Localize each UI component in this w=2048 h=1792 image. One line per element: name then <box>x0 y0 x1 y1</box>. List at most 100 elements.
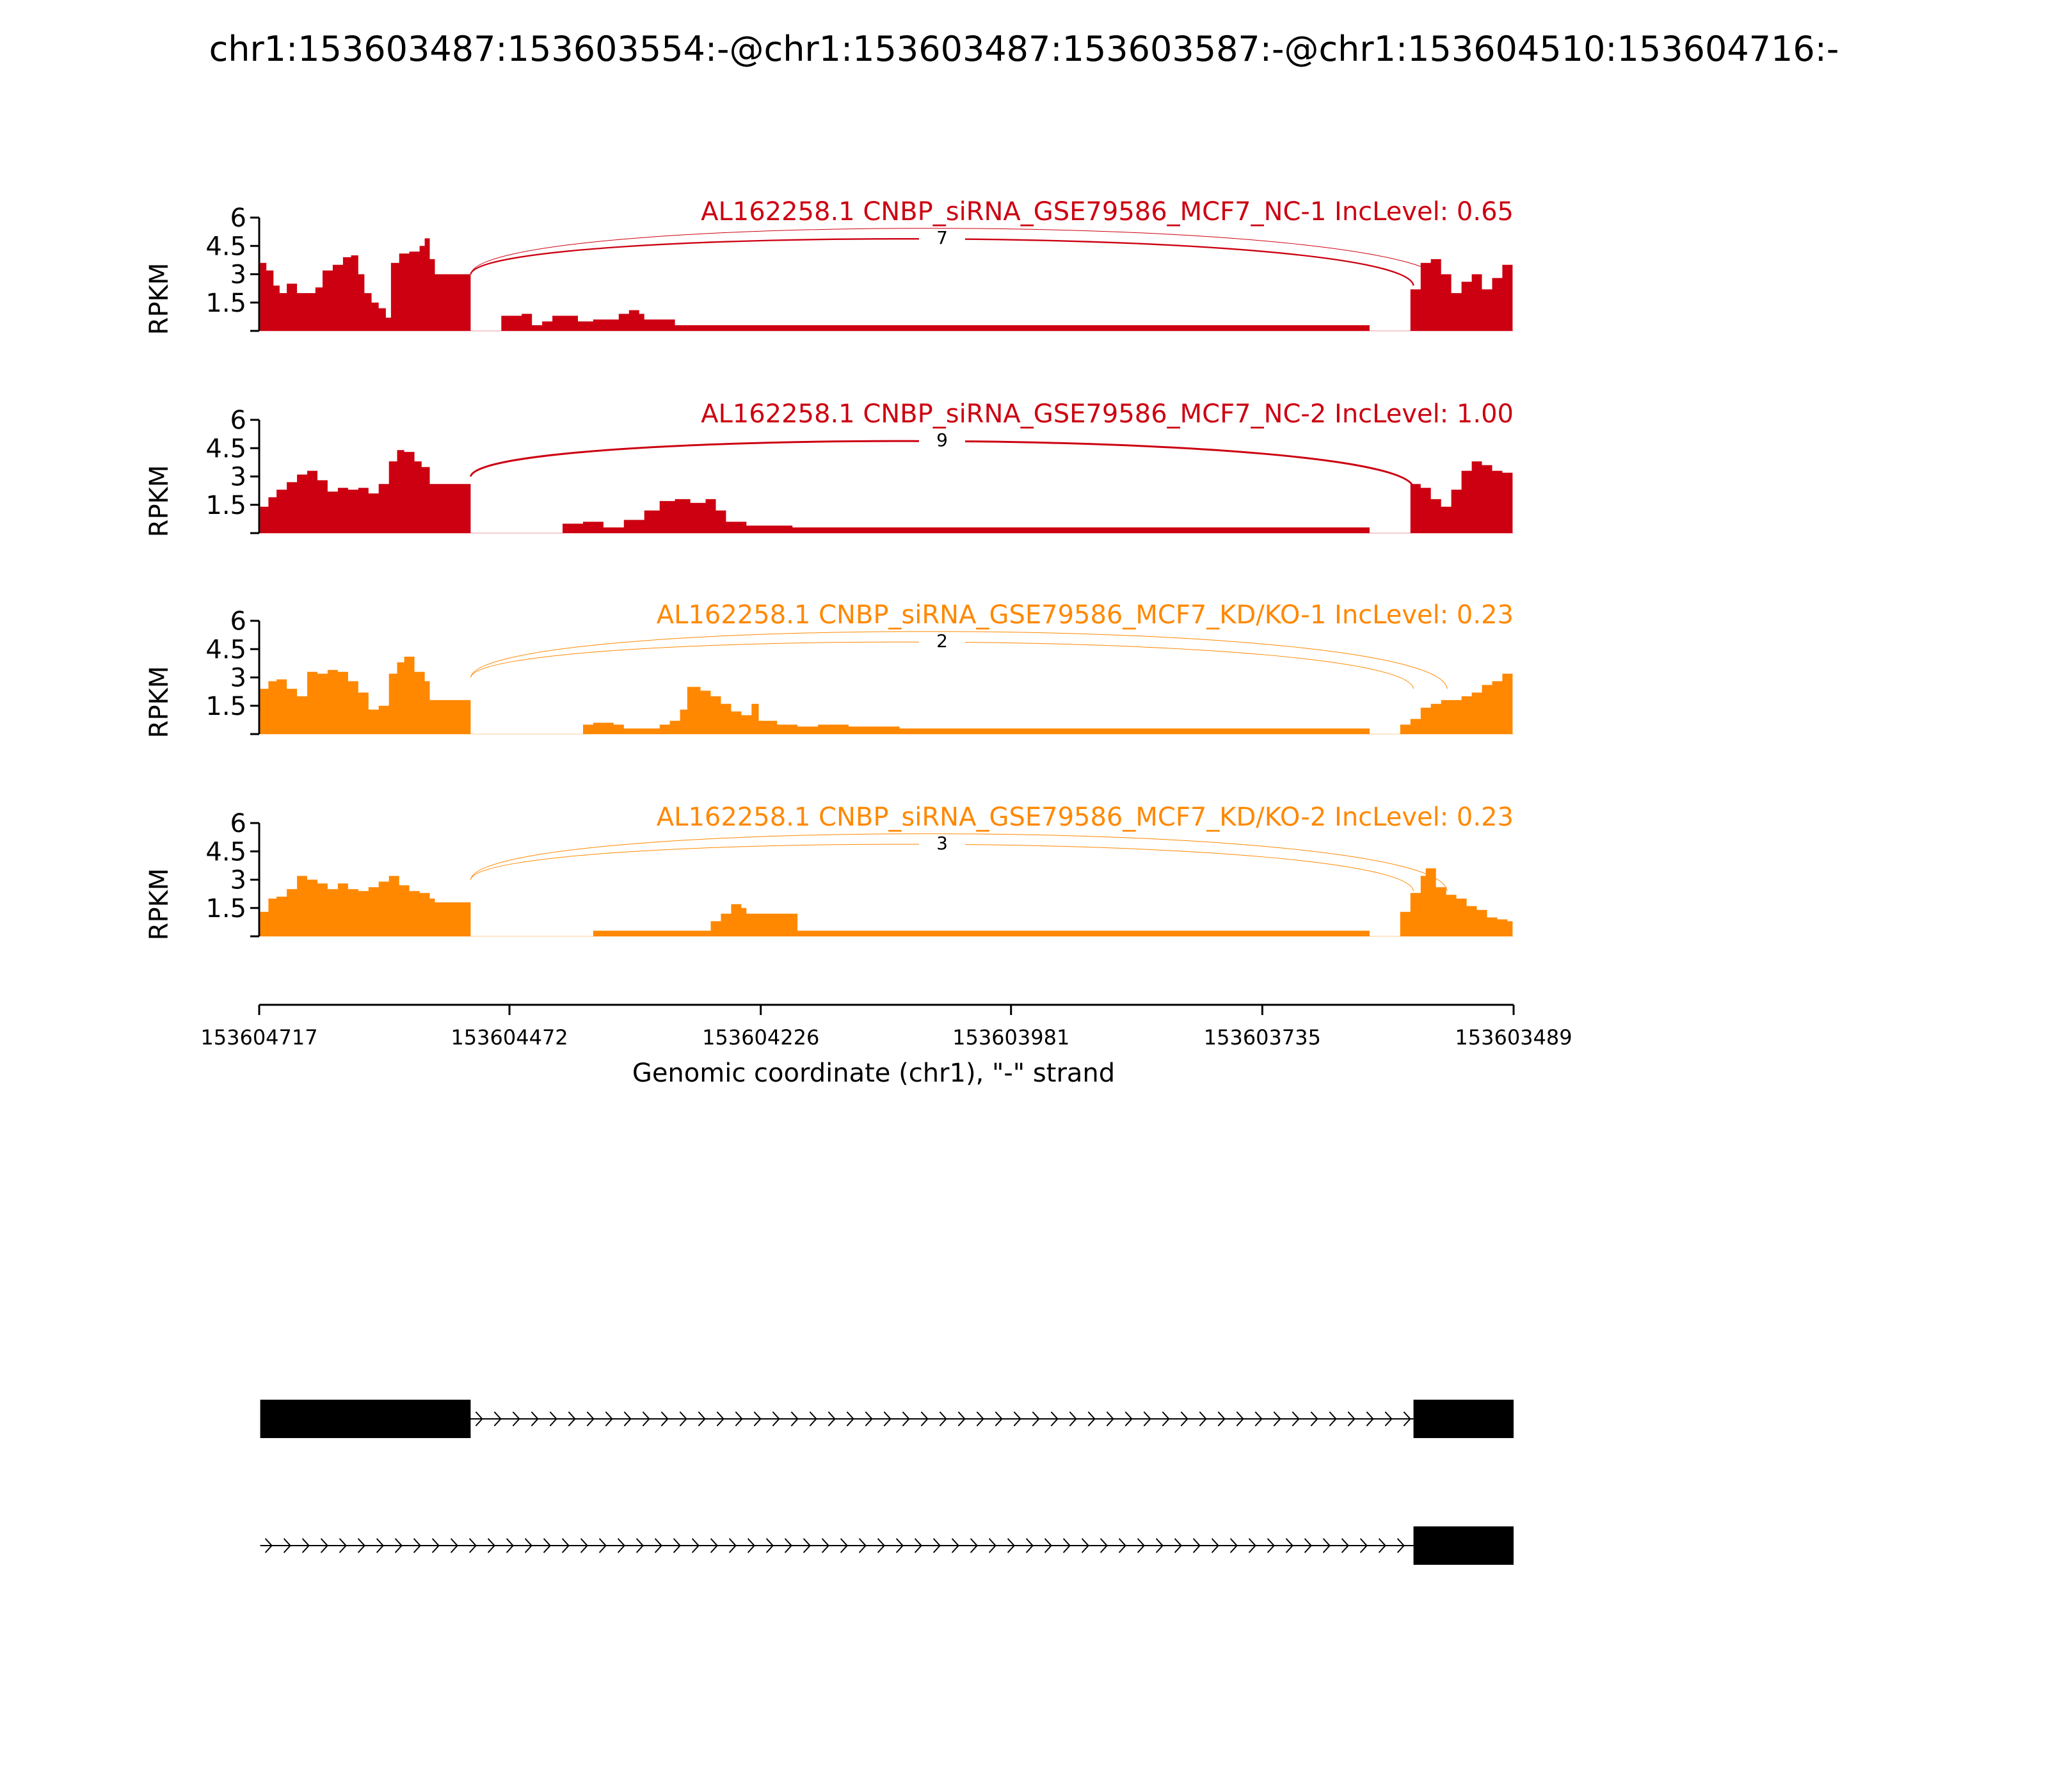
y-tick-label: 3 <box>230 866 246 895</box>
coverage-area <box>260 653 1513 734</box>
strand-chevron <box>895 1538 904 1553</box>
y-tick-label: 3 <box>230 260 246 290</box>
strand-chevron <box>1267 1538 1275 1553</box>
strand-chevron <box>809 1411 817 1427</box>
strand-chevron <box>1143 1411 1151 1427</box>
junction-read-count: 7 <box>936 227 948 248</box>
strand-chevron <box>531 1411 539 1427</box>
y-axis-label: RPKM <box>145 465 174 538</box>
strand-chevron <box>679 1411 687 1427</box>
junction-label-box <box>918 828 965 859</box>
strand-chevron <box>339 1538 347 1553</box>
strand-chevron <box>1100 1538 1108 1553</box>
strand-chevron <box>803 1538 811 1553</box>
strand-chevron <box>858 1538 867 1553</box>
strand-chevron <box>1403 1411 1411 1427</box>
strand-chevron <box>765 1538 774 1553</box>
strand-chevron <box>865 1411 873 1427</box>
strand-chevron <box>524 1538 532 1553</box>
strand-chevron <box>883 1411 892 1427</box>
strand-chevron <box>376 1538 384 1553</box>
y-tick-label: 6 <box>230 809 246 838</box>
strand-chevron <box>1322 1538 1331 1553</box>
strand-chevron <box>1304 1538 1312 1553</box>
strand-chevron <box>995 1411 1003 1427</box>
chart-title: chr1:153603487:153603554:-@chr1:15360348… <box>209 29 1839 69</box>
strand-chevron <box>654 1538 662 1553</box>
strand-chevron <box>475 1411 483 1427</box>
strand-chevron <box>1081 1538 1089 1553</box>
strand-chevron <box>580 1538 588 1553</box>
strand-chevron <box>1254 1411 1263 1427</box>
y-tick-label: 3 <box>230 463 246 492</box>
strand-chevron <box>512 1411 520 1427</box>
junction-read-count: 3 <box>936 833 948 854</box>
strand-chevron <box>1013 1411 1021 1427</box>
y-tick-label: 4.5 <box>205 635 246 664</box>
y-axis-label: RPKM <box>145 868 174 941</box>
strand-chevron <box>716 1411 724 1427</box>
strand-chevron <box>1118 1538 1126 1553</box>
strand-chevron <box>1050 1411 1059 1427</box>
strand-chevron <box>617 1538 625 1553</box>
junction-arc <box>470 228 1448 286</box>
strand-chevron <box>636 1538 644 1553</box>
strand-chevron <box>1155 1538 1164 1553</box>
strand-chevron <box>493 1411 502 1427</box>
strand-chevron <box>1310 1411 1318 1427</box>
strand-chevron <box>543 1538 551 1553</box>
coverage-area <box>260 450 1513 533</box>
strand-chevron <box>549 1411 557 1427</box>
y-tick-label: 1.5 <box>205 692 246 721</box>
x-tick-label: 153604226 <box>702 1025 819 1050</box>
strand-chevron <box>1236 1411 1244 1427</box>
strand-chevron <box>790 1411 799 1427</box>
strand-chevron <box>691 1538 700 1553</box>
strand-chevron <box>772 1411 780 1427</box>
strand-chevron <box>747 1538 755 1553</box>
strand-chevron <box>1062 1538 1071 1553</box>
y-tick-label: 6 <box>230 204 246 233</box>
y-axis-label: RPKM <box>145 666 174 739</box>
junction-read-count: 2 <box>936 630 948 652</box>
y-tick-label: 1.5 <box>205 491 246 520</box>
strand-chevron <box>642 1411 650 1427</box>
strand-chevron <box>877 1538 885 1553</box>
strand-chevron <box>1292 1411 1300 1427</box>
y-tick-label: 6 <box>230 607 246 636</box>
x-tick-label: 153603981 <box>952 1025 1069 1050</box>
strand-chevron <box>357 1538 365 1553</box>
strand-chevron <box>1341 1538 1349 1553</box>
strand-chevron <box>1025 1538 1034 1553</box>
coverage-panel: 2 1.534.56 RPKM AL162258.1 CNBP_siRNA_GSE79… <box>145 600 1514 738</box>
strand-chevron <box>1192 1538 1201 1553</box>
x-tick-label: 153604717 <box>200 1025 317 1050</box>
coverage-panel: 9 1.534.56 RPKM AL162258.1 CNBP_siRNA_GSE79… <box>145 399 1514 537</box>
y-tick-label: 6 <box>230 406 246 435</box>
sample-label: AL162258.1 CNBP_siRNA_GSE79586_MCF7_NC-2… <box>701 399 1514 429</box>
strand-chevron <box>1106 1411 1114 1427</box>
strand-chevron <box>1087 1411 1096 1427</box>
strand-chevron <box>623 1411 632 1427</box>
strand-chevron <box>264 1538 273 1553</box>
strand-chevron <box>970 1538 978 1553</box>
strand-chevron <box>1359 1538 1368 1553</box>
strand-chevron <box>920 1411 929 1427</box>
strand-chevron <box>1217 1411 1226 1427</box>
strand-chevron <box>1229 1538 1238 1553</box>
coverage-area <box>260 238 1513 331</box>
strand-chevron <box>561 1538 570 1553</box>
strand-chevron <box>932 1538 941 1553</box>
exon-block <box>1413 1400 1514 1438</box>
sample-label: AL162258.1 CNBP_siRNA_GSE79586_MCF7_KD/K… <box>657 600 1514 630</box>
strand-chevron <box>1248 1538 1256 1553</box>
strand-chevron <box>1273 1411 1281 1427</box>
strand-chevron <box>753 1411 762 1427</box>
strand-chevron <box>735 1411 743 1427</box>
strand-chevron <box>1032 1411 1040 1427</box>
strand-chevron <box>320 1538 328 1553</box>
x-tick-label: 153603489 <box>1455 1025 1572 1050</box>
